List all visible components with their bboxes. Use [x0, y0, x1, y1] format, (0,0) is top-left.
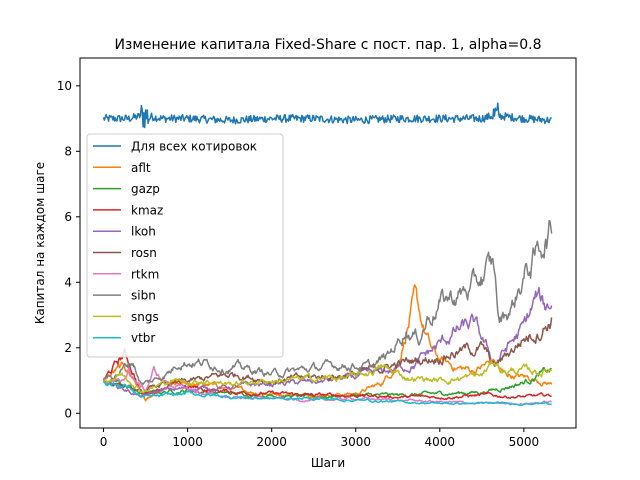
x-tick-label: 5000	[509, 435, 540, 449]
series-line-sngs	[102, 359, 553, 394]
series-line-Для всех котировок	[102, 102, 552, 129]
y-tick-label: 6	[64, 210, 72, 224]
legend-label: rtkm	[131, 267, 159, 281]
y-axis-ticks: 0 2 4 6 8 10	[57, 79, 80, 420]
y-tick-label: 0	[64, 406, 72, 420]
legend-label: sibn	[131, 289, 156, 303]
series-line-vtbr	[102, 381, 552, 406]
legend-label: gazp	[131, 182, 160, 196]
y-tick-label: 8	[64, 144, 72, 158]
series-line-gazp	[102, 366, 552, 399]
y-tick-label: 2	[64, 341, 72, 355]
legend-label: vtbr	[131, 331, 155, 345]
legend-label: sngs	[131, 310, 159, 324]
x-tick-label: 2000	[256, 435, 287, 449]
legend-label: rosn	[131, 246, 157, 260]
legend-label: lkoh	[131, 225, 156, 239]
legend-box	[86, 133, 284, 358]
plot-frame	[79, 57, 577, 429]
x-tick-label: 1000	[172, 435, 203, 449]
y-tick-label: 4	[64, 275, 72, 289]
y-tick-label: 10	[57, 79, 72, 93]
legend-label: aflt	[131, 161, 151, 175]
x-tick-label: 3000	[340, 435, 371, 449]
y-axis-label: Капитал на каждом шаге	[33, 162, 47, 324]
x-tick-label: 4000	[425, 435, 456, 449]
plot-lines	[102, 102, 553, 406]
chart-title: Изменение капитала Fixed-Share с пост. п…	[114, 37, 541, 53]
series-line-sibn	[102, 219, 553, 385]
legend-label: Для всех котировок	[131, 140, 257, 154]
series-line-aflt	[102, 284, 553, 402]
legend-label: kmaz	[131, 203, 163, 217]
legend: Для всех котировок aflt gazp kmaz lkoh rosn rt…	[86, 133, 284, 358]
x-tick-label: 0	[100, 435, 108, 449]
x-axis-label: Шаги	[311, 456, 345, 470]
x-axis-ticks: 0 1000 2000 3000 4000 5000	[100, 428, 539, 449]
